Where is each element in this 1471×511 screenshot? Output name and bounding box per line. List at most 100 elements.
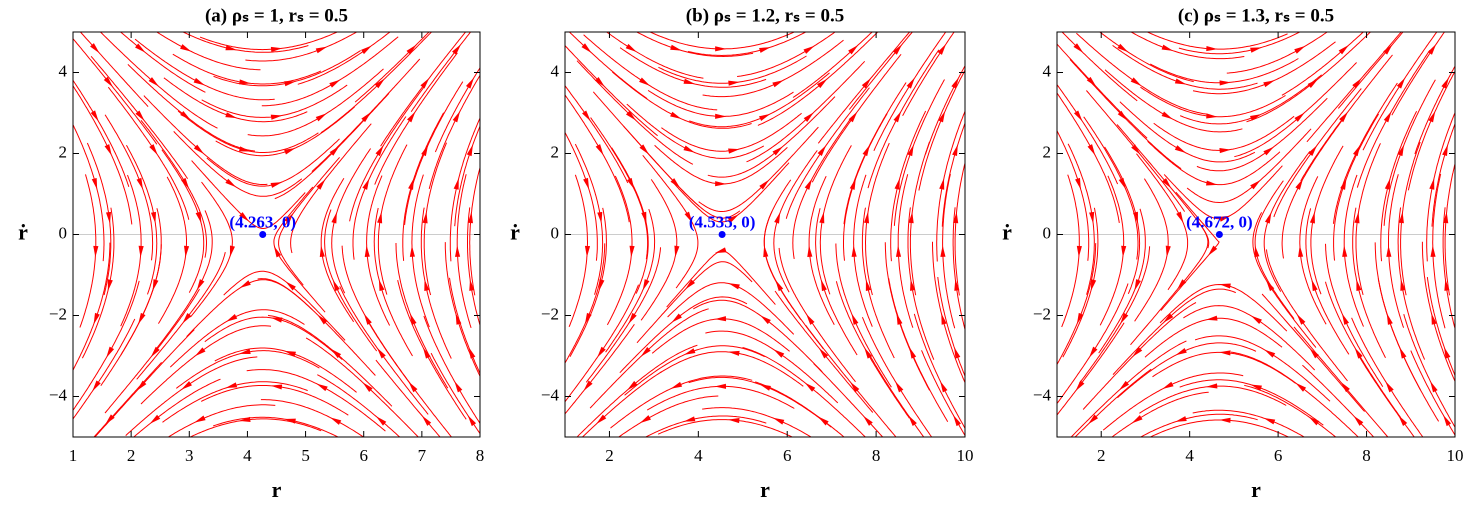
- x-axis-label: r: [760, 477, 770, 502]
- stream-arrow: [1443, 414, 1452, 427]
- stream-arrow: [1177, 279, 1187, 290]
- stream-arrow: [1311, 279, 1318, 292]
- streamline: [925, 64, 965, 155]
- streamline: [1421, 241, 1455, 383]
- stream-arrow: [1206, 113, 1218, 119]
- stream-arrow: [1131, 144, 1141, 155]
- panel: 1 2 3 4 5 6 7 8 −4 −2 0 2 4 (a) ρₛ = 1, rₛ = 0.5 r ṙ (4.…: [18, 5, 484, 502]
- stream-arrow: [1176, 211, 1184, 224]
- stream-arrow: [455, 245, 461, 257]
- stream-arrow: [270, 317, 283, 323]
- stream-arrow: [136, 380, 147, 391]
- streamline: [808, 175, 835, 325]
- stream-arrow: [148, 77, 159, 87]
- stream-arrow: [1075, 380, 1085, 392]
- streamline: [320, 32, 433, 134]
- streamline: [568, 174, 588, 328]
- stream-arrow: [1429, 177, 1435, 190]
- streamline: [73, 37, 158, 145]
- streamline: [354, 32, 430, 103]
- streamline: [1343, 174, 1364, 327]
- stream-arrow: [584, 245, 591, 258]
- streamline: [1332, 82, 1398, 224]
- stream-arrow: [270, 182, 283, 188]
- stream-arrow: [105, 211, 112, 224]
- stream-arrow: [594, 76, 605, 87]
- stream-arrow: [1263, 418, 1276, 425]
- streamline: [565, 84, 629, 184]
- streamlines: [565, 32, 965, 437]
- stream-arrow: [772, 417, 785, 425]
- stream-arrow: [907, 144, 914, 157]
- streamline: [182, 32, 309, 53]
- y-tick-label: −4: [49, 385, 68, 404]
- stream-arrow: [149, 414, 161, 424]
- streamline: [606, 175, 633, 326]
- stream-arrow: [329, 79, 341, 88]
- streamline: [868, 354, 925, 437]
- streamline: [1139, 385, 1287, 414]
- stream-arrow: [683, 348, 696, 355]
- streamline: [848, 32, 913, 110]
- stream-arrow: [817, 145, 827, 157]
- stream-arrow: [817, 416, 829, 426]
- stream-arrow: [728, 80, 740, 86]
- streamline: [581, 371, 662, 437]
- x-tick-label: 2: [1097, 446, 1106, 465]
- streamline: [339, 286, 429, 415]
- streamline: [1337, 32, 1404, 109]
- y-tick-label: −4: [1033, 385, 1052, 404]
- stream-arrow: [452, 111, 461, 123]
- streamlines: [73, 32, 480, 437]
- streamline: [1230, 351, 1359, 437]
- streamline: [902, 32, 955, 116]
- streamline: [1325, 281, 1402, 418]
- stream-arrow: [1295, 178, 1304, 190]
- stream-arrow: [284, 418, 296, 424]
- streamline: [1244, 384, 1337, 437]
- stream-arrow: [851, 313, 859, 325]
- x-tick-label: 5: [301, 446, 310, 465]
- stream-arrow: [848, 111, 858, 123]
- stream-arrow: [1075, 177, 1081, 190]
- stream-arrow: [683, 416, 696, 422]
- stream-arrow: [1430, 245, 1436, 257]
- streamline: [73, 242, 111, 372]
- stream-arrow: [597, 211, 603, 224]
- stream-arrow: [714, 316, 727, 322]
- stream-arrow: [376, 347, 386, 359]
- y-tick-label: 2: [1043, 142, 1052, 161]
- streamline: [320, 177, 355, 323]
- stream-arrow: [362, 382, 373, 392]
- stream-arrow: [953, 414, 962, 427]
- stream-arrow: [1295, 382, 1307, 392]
- streamline: [1112, 288, 1236, 375]
- stream-arrow: [581, 43, 592, 53]
- stream-arrow: [1386, 313, 1393, 325]
- stream-arrow: [270, 114, 283, 120]
- streamline: [1266, 249, 1348, 382]
- stream-arrow: [409, 245, 415, 257]
- stream-arrow: [315, 46, 328, 54]
- stream-arrow: [807, 245, 813, 257]
- panel: 2 4 6 8 10 −4 −2 0 2 4 (b) ρₛ = 1.2, rₛ = 0.5 r ṙ (4.…: [510, 5, 973, 502]
- x-tick-label: 1: [69, 446, 78, 465]
- streamline: [260, 399, 365, 437]
- streamline: [1310, 145, 1344, 295]
- stream-arrow: [1175, 347, 1187, 356]
- streamline: [120, 174, 142, 327]
- stream-arrow: [1174, 78, 1187, 85]
- streamline: [1111, 391, 1209, 437]
- streamline: [317, 374, 401, 437]
- streamline: [1057, 83, 1119, 185]
- stream-arrow: [951, 77, 959, 89]
- streamline: [1057, 129, 1090, 261]
- stream-arrow: [1086, 76, 1097, 88]
- stream-arrow: [1087, 144, 1096, 156]
- y-tick-label: 0: [1043, 223, 1052, 242]
- x-tick-label: 6: [359, 446, 368, 465]
- stream-arrow: [728, 148, 740, 154]
- stream-arrow: [225, 314, 238, 322]
- x-tick-label: 3: [185, 446, 194, 465]
